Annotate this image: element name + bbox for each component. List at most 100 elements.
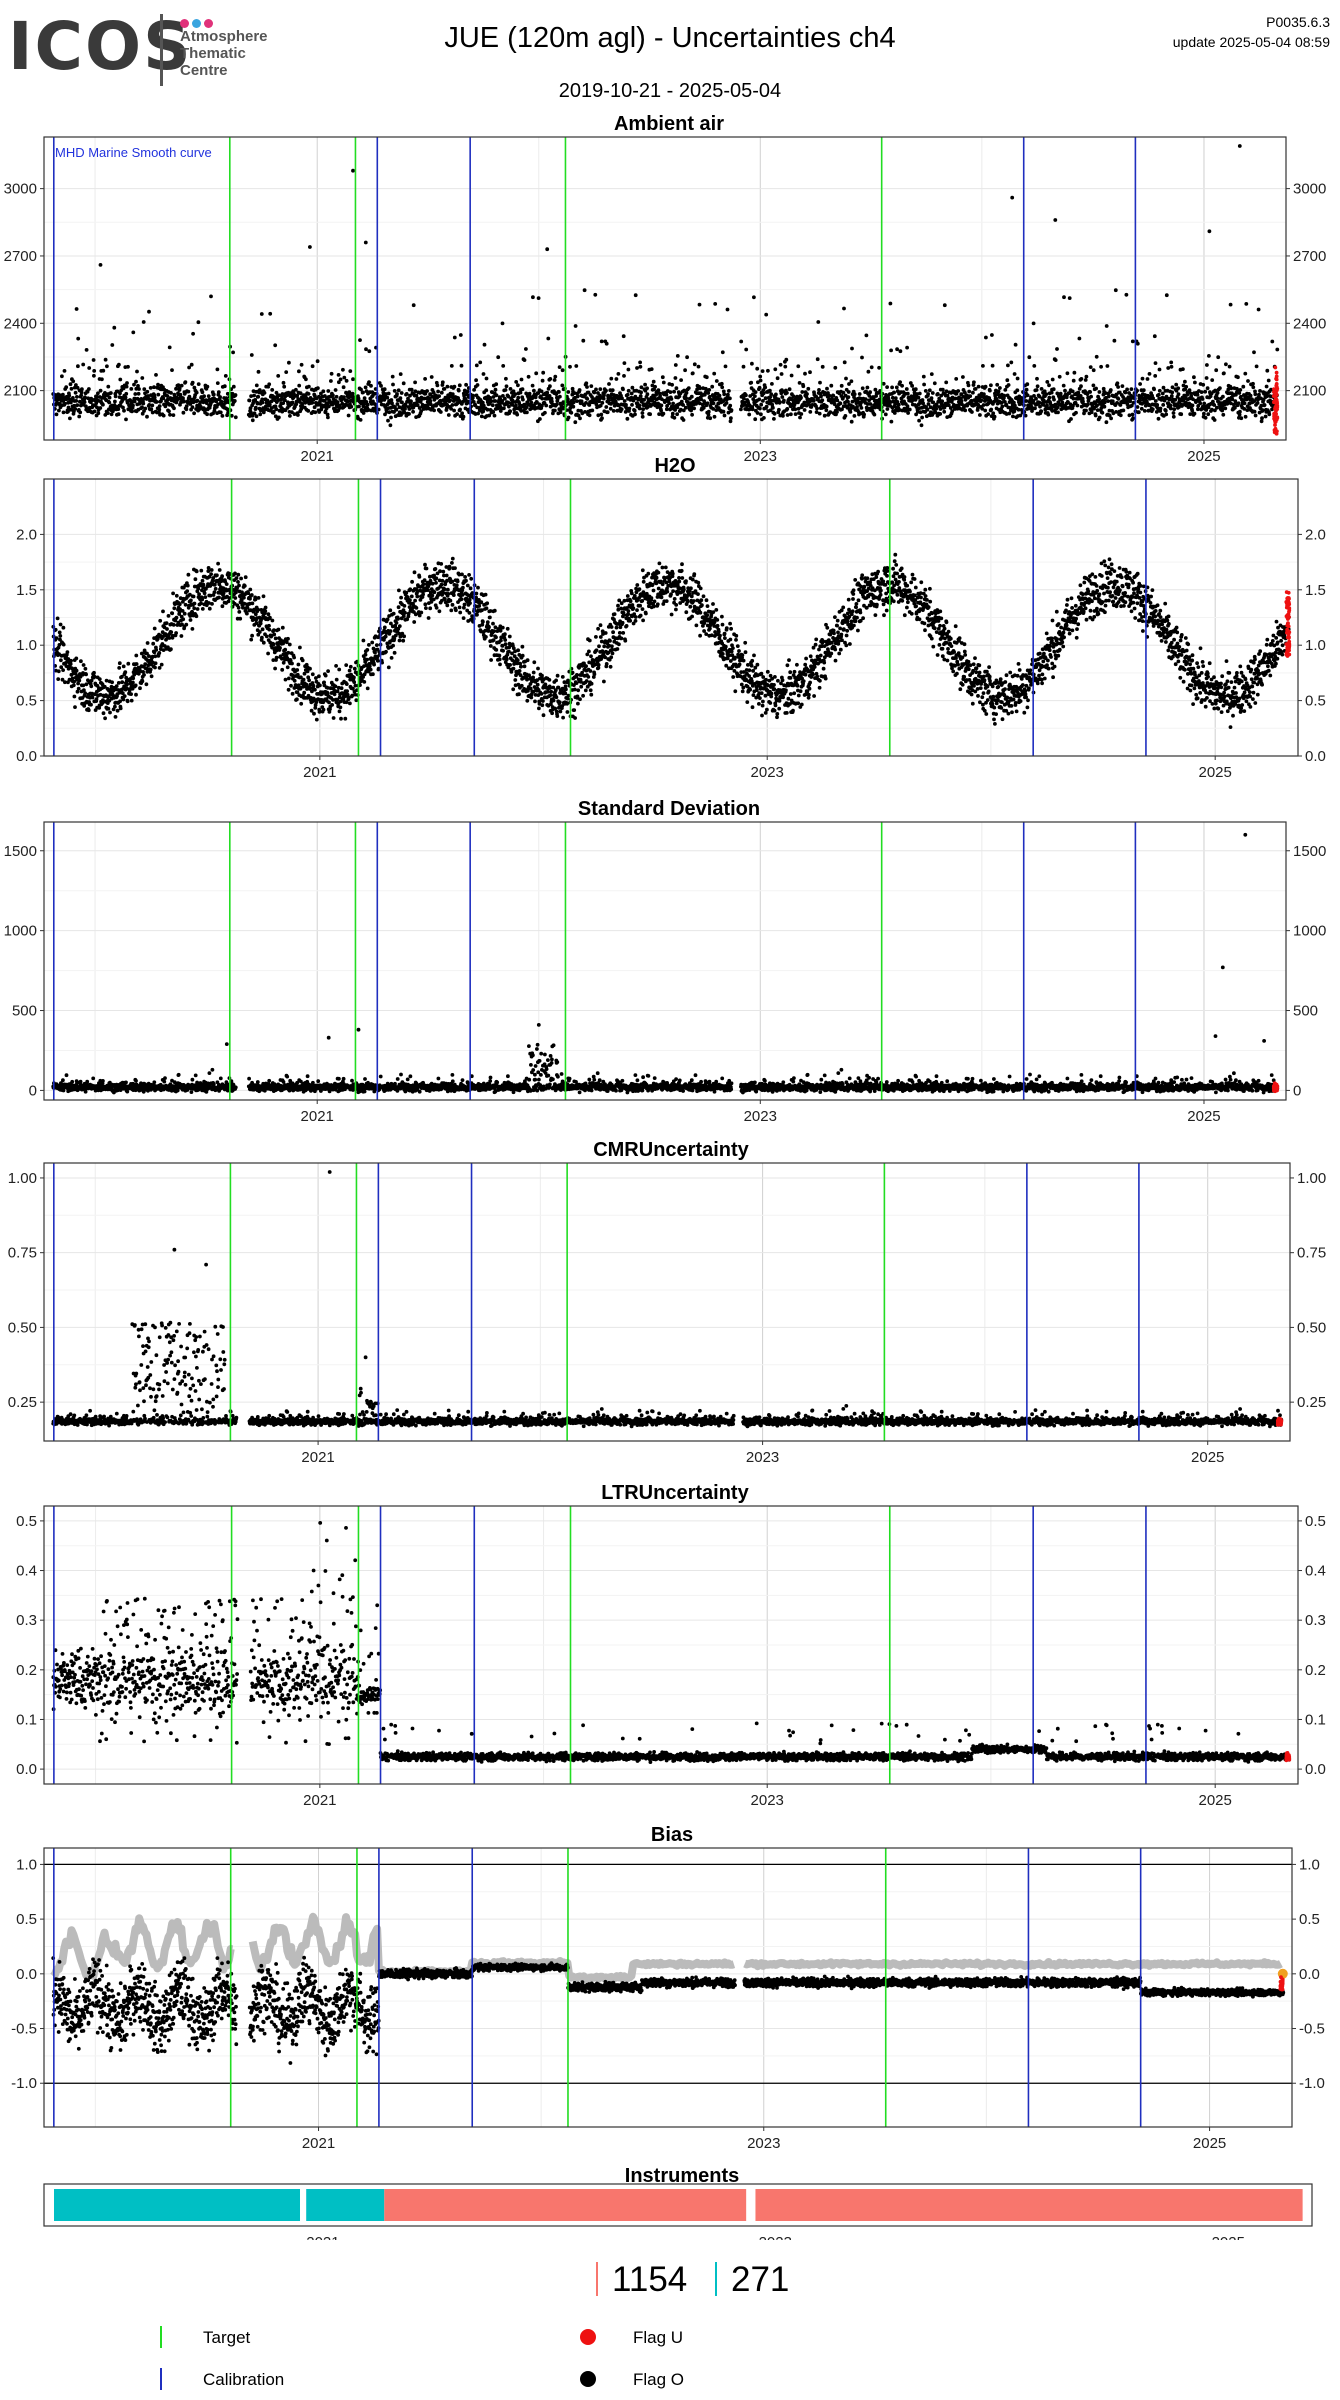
x-tick-label: 2021 bbox=[306, 2234, 339, 2240]
flag-o-points bbox=[51, 144, 1280, 428]
logo-subtitle: Atmosphere Thematic Centre bbox=[180, 28, 300, 79]
plot-border bbox=[43, 1162, 1291, 1442]
chart-standard-deviation: Standard Deviation 2021 2023 2025 0 0 500 500 10… bbox=[4, 798, 1327, 1125]
y-tick-label: 0.3 bbox=[16, 1612, 37, 1629]
chart-ltruncertainty: LTRUncertainty 2021 2023 2025 0.0 0.0 0.1 0.1 0.… bbox=[16, 1482, 1326, 1809]
flag-u-points bbox=[1271, 365, 1280, 436]
chart-title: Ambient air bbox=[614, 113, 724, 135]
chart-title: Bias bbox=[651, 1824, 693, 1846]
flag-o-dot-icon bbox=[580, 2371, 596, 2387]
version-info: P0035.6.3 update 2025-05-04 08:59 bbox=[1173, 12, 1330, 52]
chart-title: LTRUncertainty bbox=[601, 1482, 749, 1504]
plot-border bbox=[43, 1847, 1293, 2128]
y-tick-label: 500 bbox=[12, 1003, 37, 1020]
y-tick-label: 0.0 bbox=[1305, 1761, 1326, 1778]
legend-target-label: Target bbox=[203, 2328, 251, 2347]
x-tick-label: 2021 bbox=[301, 448, 334, 465]
flag-u-points bbox=[1284, 1751, 1292, 1763]
plot-border bbox=[43, 821, 1287, 1101]
point-cloud bbox=[51, 1521, 1291, 1764]
y-tick-label: 1.0 bbox=[1299, 1856, 1320, 1873]
chart-h2o: H2O 2021 2023 2025 0.0 0.0 0.5 0.5 1.0 1.0 1.5 1.5 2… bbox=[16, 455, 1326, 781]
x-tick-label: 2021 bbox=[302, 2135, 335, 2152]
y-tick-label: -1.0 bbox=[1299, 2075, 1325, 2092]
plot-area bbox=[44, 822, 1286, 1100]
point-cloud bbox=[1284, 1751, 1292, 1763]
point-cloud bbox=[51, 1955, 1286, 2065]
y-tick-label: 0.5 bbox=[16, 693, 37, 710]
instrument-segment bbox=[384, 2189, 747, 2221]
y-tick-label: 1.0 bbox=[16, 637, 37, 654]
y-tick-label: 0.0 bbox=[1299, 1966, 1320, 1983]
flag-o-points bbox=[51, 832, 1280, 1095]
y-tick-label: 2700 bbox=[1293, 248, 1326, 265]
y-tick-label: 2400 bbox=[4, 315, 37, 332]
y-tick-label: 0.0 bbox=[16, 1761, 37, 1778]
y-tick-label: 0 bbox=[29, 1082, 37, 1099]
y-tick-label: 0.4 bbox=[16, 1563, 37, 1580]
x-tick-label: 2023 bbox=[759, 2234, 792, 2240]
y-tick-label: 0.2 bbox=[1305, 1662, 1326, 1679]
y-tick-label: 0.50 bbox=[8, 1319, 37, 1336]
y-tick-label: 0.75 bbox=[1297, 1245, 1326, 1262]
flag-u-points bbox=[1284, 590, 1292, 658]
flag-u-points bbox=[1275, 1416, 1284, 1427]
chart-bias: Bias 2021 2023 2025 -1.0 -1.0 -0.5 -0.5 0.0 0.0 0.… bbox=[11, 1824, 1325, 2152]
chart-cmruncertainty: CMRUncertainty 2021 2023 2025 0.25 0.25 0.50 0.… bbox=[8, 1139, 1326, 1466]
x-tick-label: 2021 bbox=[301, 1449, 334, 1466]
flag-o-points bbox=[51, 1521, 1291, 1764]
target-line-icon bbox=[160, 2326, 162, 2348]
flag-u-points bbox=[1271, 1081, 1280, 1094]
y-tick-label: 0.5 bbox=[1305, 693, 1326, 710]
chart-title: CMRUncertainty bbox=[593, 1139, 749, 1161]
target-bias-curve bbox=[50, 1912, 1284, 1983]
chart-instruments: 2021 2023 2025 Instruments bbox=[43, 2165, 1313, 2240]
x-tick-label: 2025 bbox=[1191, 1449, 1224, 1466]
logo-divider bbox=[160, 14, 163, 86]
grid bbox=[44, 1506, 1298, 1784]
y-tick-label: 3000 bbox=[1293, 181, 1326, 198]
plot-border bbox=[43, 478, 1299, 757]
legend-flag-o-label: Flag O bbox=[633, 2370, 685, 2389]
update-label: update 2025-05-04 08:59 bbox=[1172, 34, 1330, 50]
y-tick-label: 0 bbox=[1293, 1082, 1301, 1099]
logo-sub-line: Atmosphere bbox=[180, 28, 268, 45]
x-tick-label: 2021 bbox=[303, 1792, 336, 1809]
chart-title: H2O bbox=[654, 455, 695, 477]
point-cloud bbox=[1275, 1416, 1284, 1427]
point-cloud bbox=[1271, 365, 1280, 436]
chart-ambient-air: Ambient air 2021 2023 2025 2100 2100 2400 2400 2… bbox=[4, 113, 1327, 465]
x-tick-label: 2025 bbox=[1199, 1792, 1232, 1809]
y-tick-label: 0.75 bbox=[8, 1245, 37, 1262]
y-tick-label: 0.4 bbox=[1305, 1563, 1326, 1580]
instrument-segment bbox=[755, 2189, 1303, 2221]
y-tick-label: 1500 bbox=[4, 843, 37, 860]
point-cloud bbox=[51, 552, 1291, 730]
y-tick-label: 0.1 bbox=[1305, 1711, 1326, 1728]
y-tick-label: 0.5 bbox=[16, 1911, 37, 1928]
instrument-271-count: 271 bbox=[731, 2260, 790, 2299]
y-tick-label: 500 bbox=[1293, 1003, 1318, 1020]
legend-flag-u-label: Flag U bbox=[633, 2328, 684, 2347]
y-tick-label: -0.5 bbox=[1299, 2021, 1325, 2038]
y-tick-label: 0.5 bbox=[1305, 1513, 1326, 1530]
x-tick-label: 2025 bbox=[1193, 2135, 1226, 2152]
y-tick-label: 0.0 bbox=[16, 1966, 37, 1983]
y-tick-label: 0.25 bbox=[1297, 1394, 1326, 1411]
x-tick-label: 2021 bbox=[301, 1108, 334, 1125]
page-title: JUE (120m agl) - Uncertainties ch4 bbox=[444, 22, 896, 54]
plot-area bbox=[44, 1163, 1290, 1441]
grid bbox=[44, 1163, 1290, 1441]
y-tick-label: 0.50 bbox=[1297, 1319, 1326, 1336]
charts-canvas: Ambient air 2021 2023 2025 2100 2100 2400 2400 2… bbox=[4, 113, 1327, 2240]
y-tick-label: 1000 bbox=[4, 923, 37, 940]
legend: Target Calibration Flag U Flag O bbox=[0, 2320, 1340, 2400]
instrument-1154-swatch bbox=[596, 2262, 598, 2296]
y-tick-label: 0.5 bbox=[1299, 1911, 1320, 1928]
instrument-segment bbox=[53, 2189, 301, 2221]
y-tick-label: 2.0 bbox=[16, 526, 37, 543]
y-tick-label: 1.00 bbox=[8, 1170, 37, 1187]
grid bbox=[44, 137, 1286, 440]
y-tick-label: -0.5 bbox=[11, 2021, 37, 2038]
y-tick-label: 1.5 bbox=[16, 582, 37, 599]
